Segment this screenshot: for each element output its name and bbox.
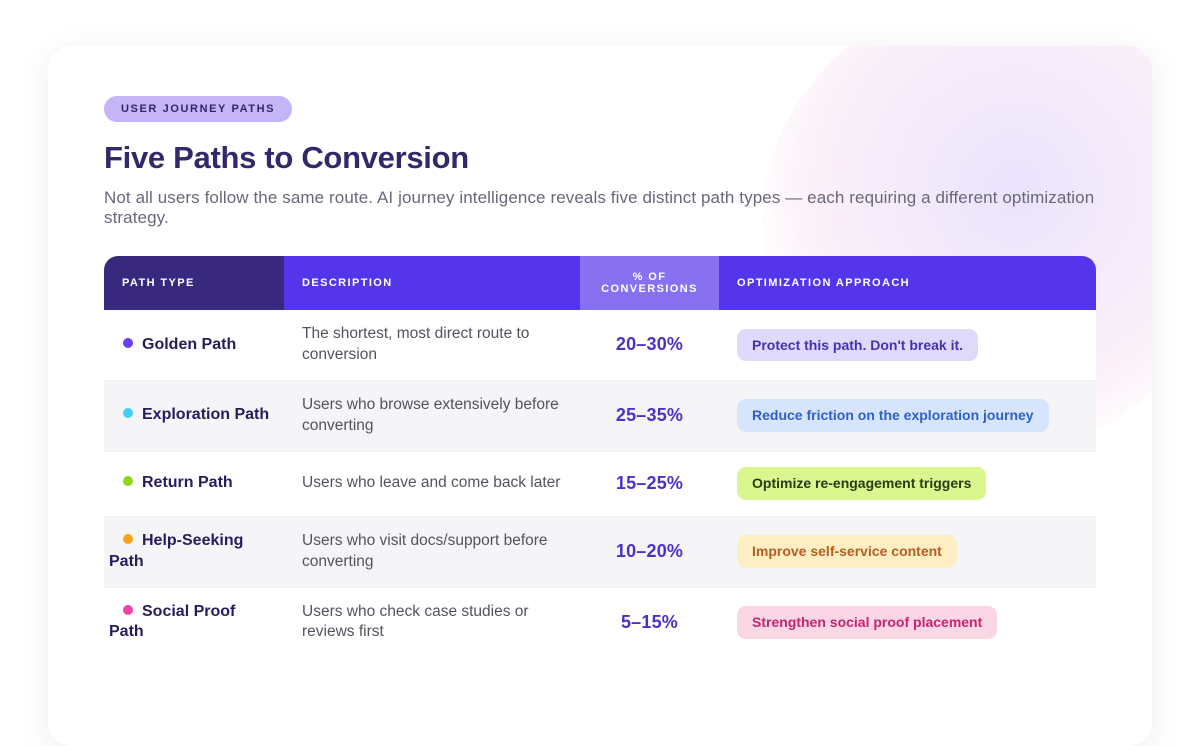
path-name: Help-Seeking Path [109, 531, 244, 570]
table-row-exploration-path: Exploration Path Users who browse extens… [104, 380, 1096, 452]
table-row-return-path: Return Path Users who leave and come bac… [104, 451, 1096, 517]
paths-table: PATH TYPE DESCRIPTION % OF CONVERSIONS O… [104, 256, 1096, 658]
conversion-percent: 25–35% [615, 405, 684, 426]
header-cell-description: DESCRIPTION [284, 256, 580, 310]
approach-cell: Protect this path. Don't break it. [719, 315, 1096, 376]
header-cell-conversions: % OF CONVERSIONS [580, 256, 719, 310]
path-color-dot [123, 476, 133, 487]
header-cell-path-type: PATH TYPE [104, 256, 284, 310]
path-type-cell: Golden Path [104, 321, 284, 370]
approach-badge: Improve self-service content [737, 535, 957, 568]
eyebrow-badge: USER JOURNEY PATHS [104, 96, 293, 122]
path-type-cell: Exploration Path [104, 391, 284, 440]
page-subtitle: Not all users follow the same route. AI … [104, 188, 1095, 227]
approach-cell: Reduce friction on the exploration journ… [719, 385, 1096, 446]
path-name: Social Proof Path [109, 602, 236, 641]
journey-paths-card: USER JOURNEY PATHS Five Paths to Convers… [48, 46, 1152, 746]
approach-badge: Strengthen social proof placement [737, 606, 998, 639]
table-header-row: PATH TYPE DESCRIPTION % OF CONVERSIONS O… [104, 256, 1096, 310]
path-color-dot [123, 408, 133, 419]
path-color-dot [123, 337, 133, 348]
path-type-cell: Social Proof Path [104, 588, 284, 658]
approach-cell: Strengthen social proof placement [719, 592, 1096, 653]
approach-badge: Reduce friction on the exploration journ… [737, 399, 1049, 433]
path-description: Users who browse extensively before conv… [302, 395, 559, 434]
conversion-percent: 10–20% [615, 541, 684, 562]
conversion-percent: 20–30% [615, 334, 684, 355]
approach-badge: Protect this path. Don't break it. [737, 328, 979, 362]
path-name: Exploration Path [142, 406, 270, 424]
table-row-help-seeking-path: Help-Seeking Path Users who visit docs/s… [104, 516, 1096, 588]
path-color-dot [123, 604, 133, 615]
path-color-dot [123, 533, 133, 544]
approach-badge: Optimize re-engagement triggers [737, 467, 987, 501]
conversion-percent: 5–15% [620, 611, 679, 632]
table-row-golden-path: Golden Path The shortest, most direct ro… [104, 310, 1096, 381]
path-type-cell: Help-Seeking Path [104, 517, 284, 587]
path-description: Users who leave and come back later [302, 474, 561, 492]
header-cell-approach: OPTIMIZATION APPROACH [719, 256, 1096, 310]
path-description: Users who check case studies or reviews … [302, 602, 529, 641]
page-title: Five Paths to Conversion [104, 140, 469, 175]
path-type-cell: Return Path [104, 459, 284, 508]
path-name: Return Path [142, 474, 233, 492]
table-row-social-proof-path: Social Proof Path Users who check case s… [104, 587, 1096, 658]
path-name: Golden Path [142, 335, 237, 353]
approach-cell: Optimize re-engagement triggers [719, 453, 1096, 514]
path-description: The shortest, most direct route to conve… [302, 325, 530, 363]
conversion-percent: 15–25% [615, 473, 684, 494]
path-description: Users who visit docs/support before conv… [302, 531, 548, 570]
approach-cell: Improve self-service content [719, 521, 1096, 582]
